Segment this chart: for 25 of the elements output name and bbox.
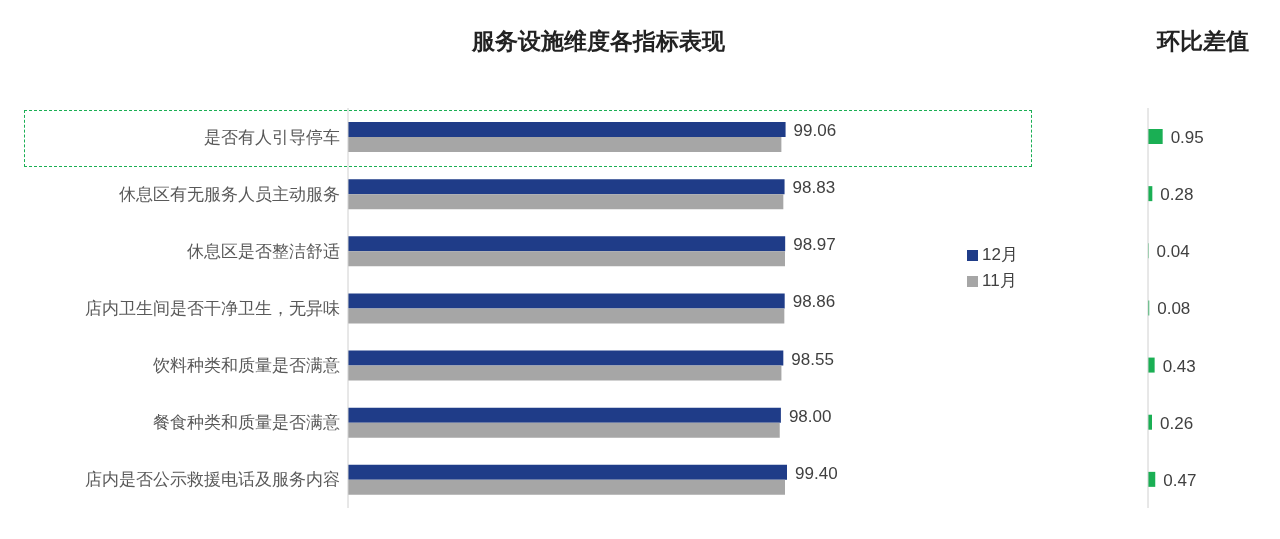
legend-label: 11月 — [982, 271, 1017, 290]
chart-title: 服务设施维度各指标表现 — [470, 27, 726, 56]
data-label: 0.08 — [1157, 299, 1191, 319]
data-label: 0.47 — [1163, 470, 1197, 490]
data-label: 0.04 — [1156, 242, 1190, 262]
y-tick-label: 餐食种类和质量是否满意 — [153, 413, 340, 433]
y-tick-label: 是否有人引导停车 — [204, 127, 340, 147]
data-label: 98.86 — [792, 292, 836, 312]
data-label: 98.83 — [792, 178, 836, 198]
data-label: 98.55 — [791, 349, 834, 369]
data-label: 99.40 — [795, 463, 838, 483]
chart-title: 环比差值 — [1155, 27, 1250, 56]
y-tick-label: 店内卫生间是否干净卫生，无异味 — [85, 299, 340, 319]
data-label: 98.97 — [793, 235, 836, 255]
legend-label: 12月 — [982, 245, 1018, 264]
y-tick-label: 休息区是否整洁舒适 — [187, 241, 340, 261]
data-label: 0.26 — [1160, 413, 1194, 433]
data-label: 0.95 — [1170, 127, 1204, 147]
data-label: 98.00 — [788, 406, 832, 426]
data-label: 0.43 — [1162, 356, 1196, 376]
y-tick-label: 饮料种类和质量是否满意 — [152, 356, 340, 376]
y-tick-label: 店内是否公示救援电话及服务内容 — [85, 470, 340, 490]
y-tick-label: 休息区有无服务人员主动服务 — [119, 184, 340, 204]
data-label: 0.28 — [1160, 185, 1194, 205]
data-label: 99.06 — [793, 120, 837, 140]
